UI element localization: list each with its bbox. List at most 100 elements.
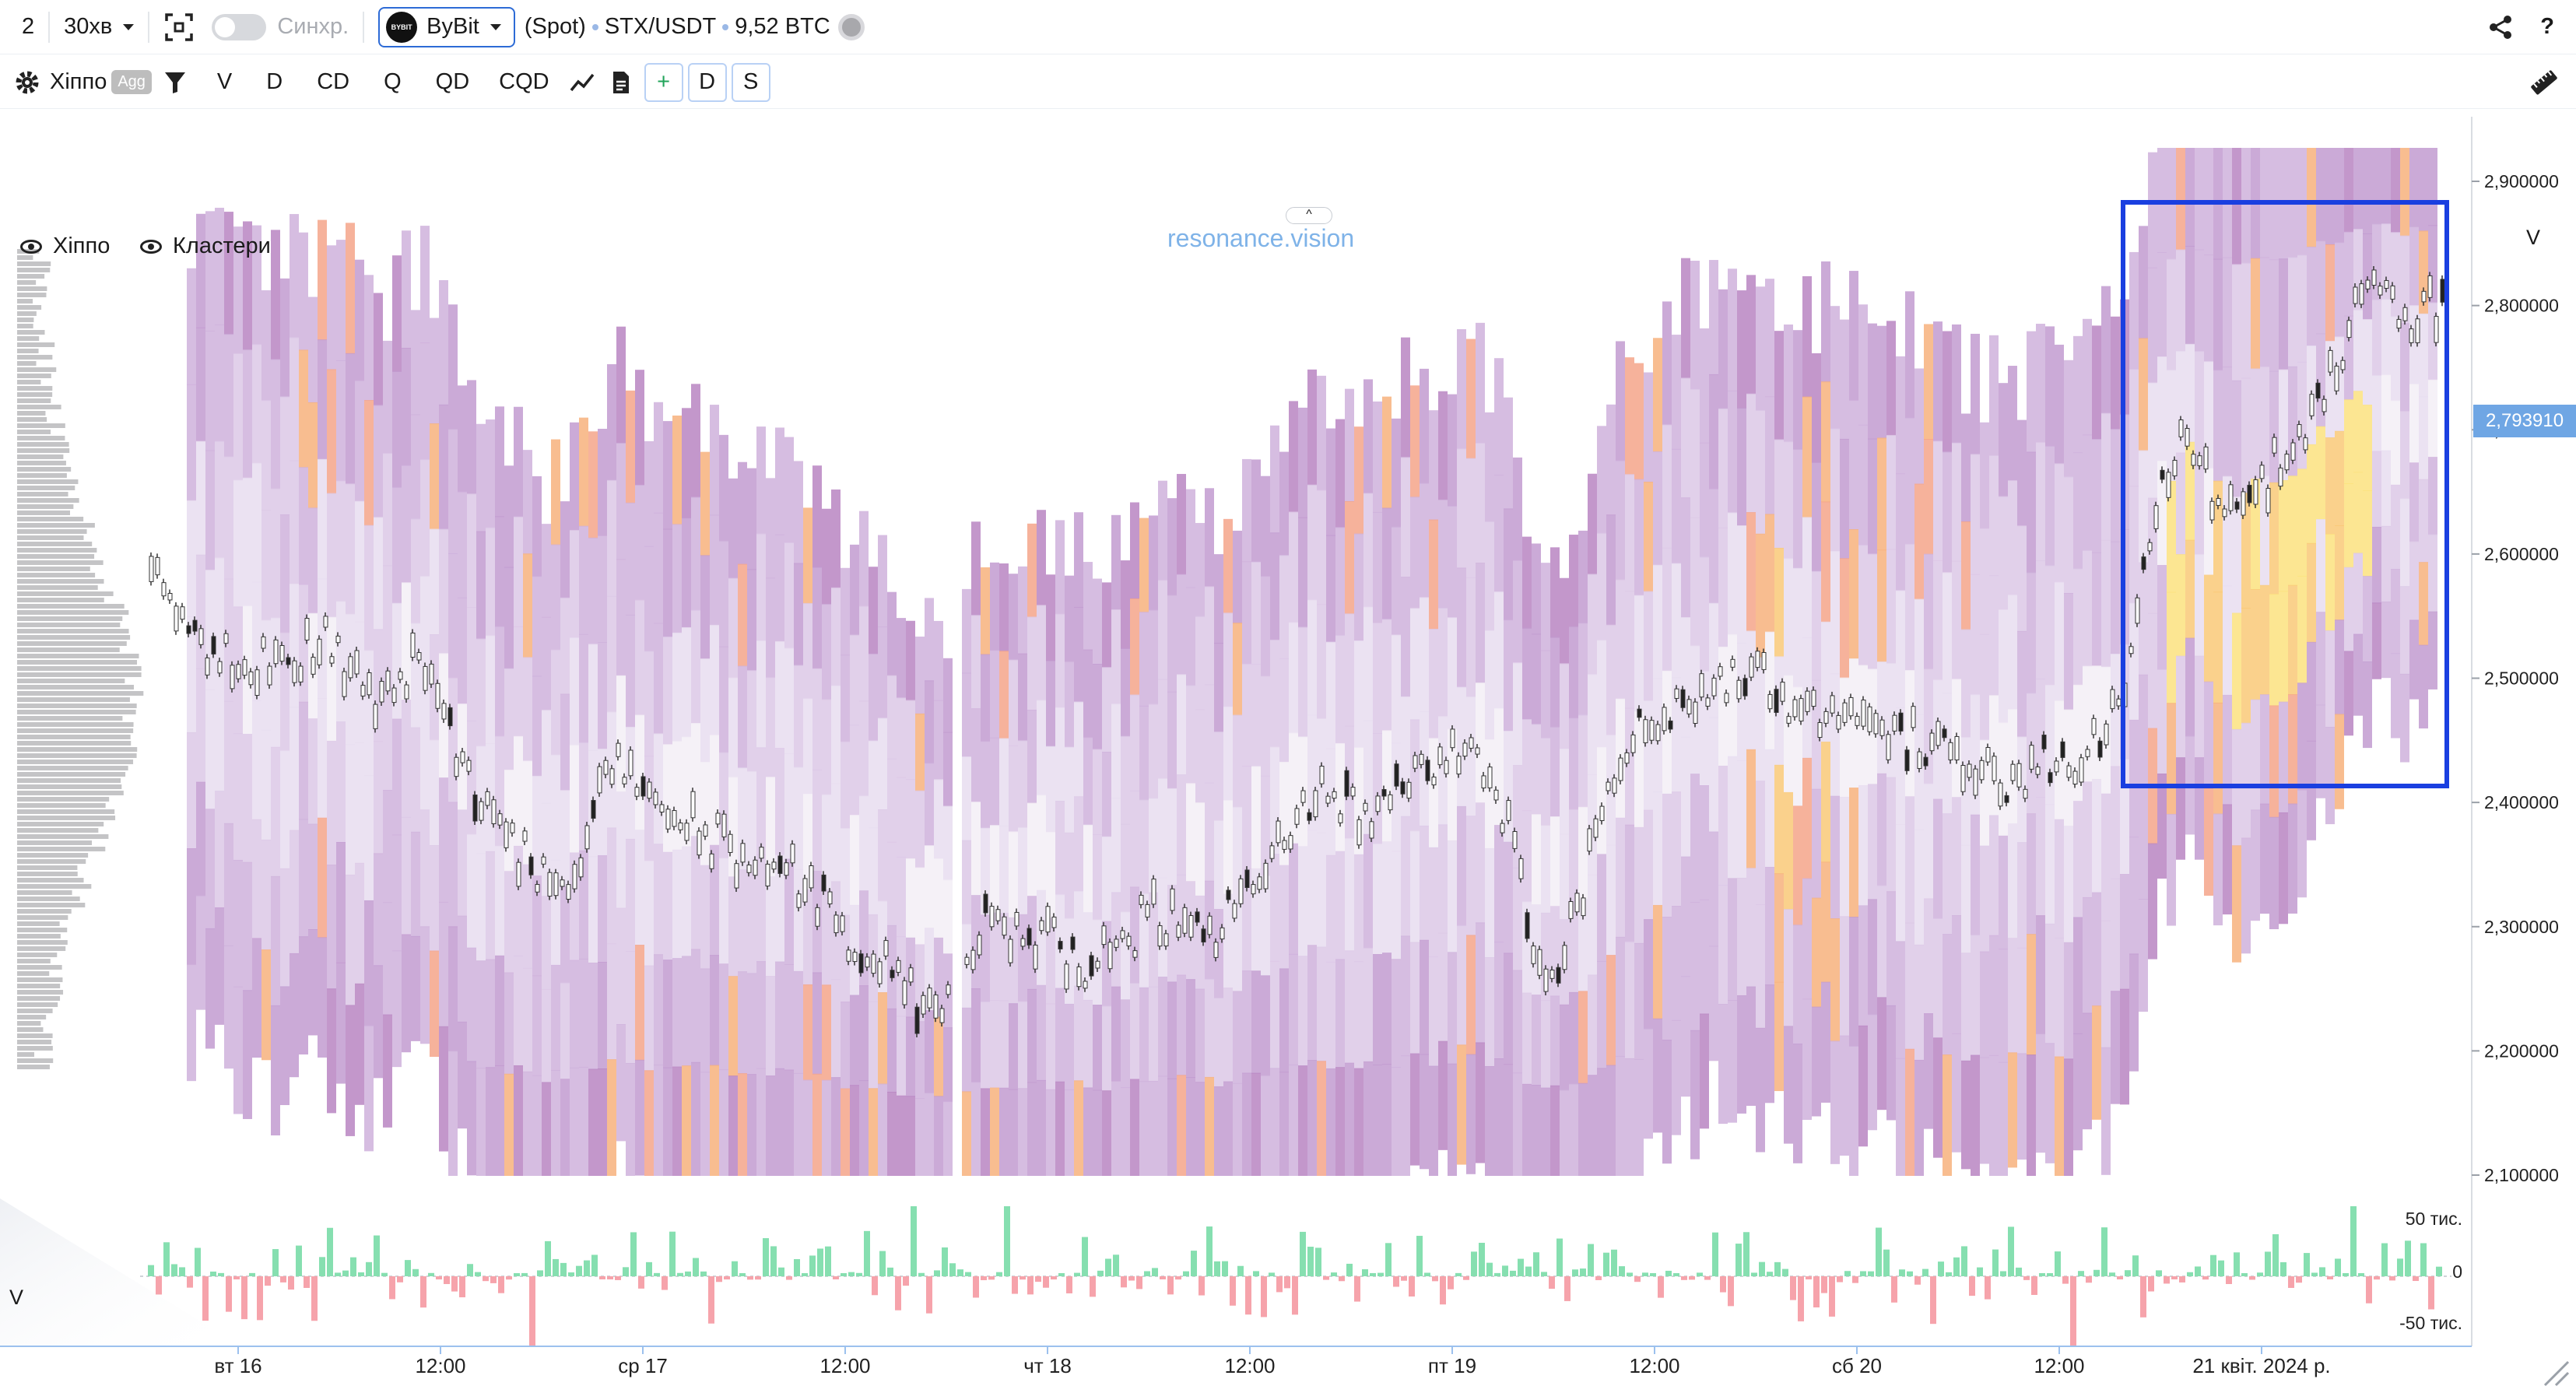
time-label: чт 18 [1023, 1354, 1072, 1377]
volume-bar-up [1113, 1254, 1119, 1276]
heat-cell [1242, 561, 1251, 665]
heat-cell [1401, 337, 1410, 458]
heat-cell [1261, 875, 1270, 977]
tool-button-cqd[interactable]: CQD [499, 69, 549, 94]
timeframe-select[interactable]: 30хв [64, 14, 135, 40]
volume-bar-down [1914, 1276, 1921, 1285]
sync-toggle[interactable]: Синхр. [212, 13, 349, 40]
candle-body [472, 794, 478, 822]
legend-hippo[interactable]: Хіппо [20, 233, 110, 259]
heat-cell [2204, 788, 2213, 896]
volume-bar-down [1409, 1276, 1415, 1297]
tool-button-qd[interactable]: QD [435, 69, 470, 94]
heat-cell [1868, 899, 1877, 1016]
candle-body [1363, 802, 1368, 812]
volume-bar-down [1043, 1276, 1049, 1288]
line-chart-icon[interactable] [562, 56, 602, 108]
profile-bar [17, 722, 134, 727]
heat-cell [1896, 473, 1905, 591]
heat-cell [1924, 324, 1933, 440]
heat-cell [850, 725, 859, 816]
heat-cell [2045, 1043, 2055, 1163]
heat-cell [1737, 760, 1746, 879]
gear-icon[interactable] [0, 56, 50, 108]
heat-cell [271, 488, 280, 619]
heat-cell [364, 900, 374, 1026]
tool-button-q[interactable]: Q [384, 69, 402, 94]
filter-icon[interactable] [156, 56, 200, 108]
ruler-icon[interactable] [2514, 56, 2576, 108]
volume-bar-up [1922, 1268, 1928, 1276]
volume-bar-up [1992, 1249, 1999, 1276]
tool-button-v[interactable]: V [216, 69, 233, 94]
candle-body [690, 791, 696, 819]
share-icon[interactable] [2487, 14, 2514, 40]
heat-cell [2073, 452, 2083, 570]
volume-bar-up [2210, 1254, 2216, 1276]
heat-cell [2353, 553, 2363, 635]
candle-body [423, 665, 428, 691]
heat-cell [897, 697, 906, 778]
heat-cell [2055, 819, 2064, 939]
heat-cell [411, 310, 420, 416]
heat-cell [925, 598, 934, 682]
heat-cell [261, 510, 271, 621]
tool-button-d[interactable]: D [266, 69, 283, 94]
heat-cell [1420, 825, 1429, 941]
heat-cell [1429, 1065, 1438, 1176]
document-icon[interactable] [602, 56, 640, 108]
heat-cell [598, 854, 607, 963]
candle-body [1923, 756, 1928, 767]
candle-body [977, 935, 982, 956]
candle-body [354, 650, 360, 675]
d-button[interactable]: D [687, 62, 727, 102]
heat-cell [1177, 574, 1186, 675]
heat-cell [1700, 442, 1709, 558]
heat-cell [747, 569, 756, 672]
heat-cell [2167, 258, 2176, 371]
profile-bar [17, 878, 84, 882]
tool-button-cd[interactable]: CD [317, 69, 350, 94]
sync-switch[interactable] [212, 13, 267, 40]
heat-cell [1943, 813, 1952, 935]
candle-body [1394, 763, 1399, 787]
heat-cell [560, 1079, 570, 1176]
exchange-select[interactable]: BYBIT ByBit [378, 6, 515, 47]
heat-cell [710, 735, 719, 846]
heat-cell [355, 742, 364, 864]
heat-cell [1662, 547, 1672, 672]
agg-badge[interactable]: Agg [111, 70, 152, 94]
heat-cell [728, 577, 738, 679]
s-button[interactable]: S [731, 62, 770, 102]
add-button[interactable]: + [644, 62, 683, 102]
heat-cell [1158, 679, 1167, 780]
eye-icon[interactable] [140, 239, 162, 254]
candle-body [970, 949, 976, 970]
heat-cell [756, 1068, 766, 1176]
profile-bar [17, 784, 122, 789]
heat-cell [420, 459, 430, 577]
legend-clusters[interactable]: Кластери [140, 233, 271, 259]
heat-cell [2260, 584, 2269, 696]
pair-label[interactable]: STX/USDT [604, 14, 717, 39]
heat-cell [2307, 246, 2316, 346]
heat-cell [644, 546, 654, 652]
heat-cell [1765, 984, 1774, 1104]
candle-body [1686, 699, 1692, 714]
profile-bar [17, 386, 53, 391]
eye-icon[interactable] [20, 239, 42, 254]
heat-cell [2335, 525, 2344, 621]
heat-cell [1569, 991, 1578, 1085]
help-button[interactable]: ? [2540, 14, 2554, 39]
layout-count[interactable]: 2 [22, 14, 35, 39]
heat-cell [822, 1079, 831, 1176]
chart-area[interactable]: 2,9000002,8000002,7000002,6000002,500000… [0, 109, 2576, 1393]
heat-cell [402, 230, 411, 349]
heat-cell [1933, 798, 1943, 919]
indicator-name[interactable]: Хіппо Agg [50, 56, 156, 108]
heatmap-canvas[interactable]: 2,9000002,8000002,7000002,6000002,500000… [0, 109, 2576, 1393]
heat-cell [271, 230, 280, 360]
collapse-toolbar-button[interactable]: ^ [1286, 207, 1332, 224]
fullscreen-icon[interactable] [163, 12, 195, 43]
resize-handle-icon[interactable] [2543, 1360, 2570, 1387]
